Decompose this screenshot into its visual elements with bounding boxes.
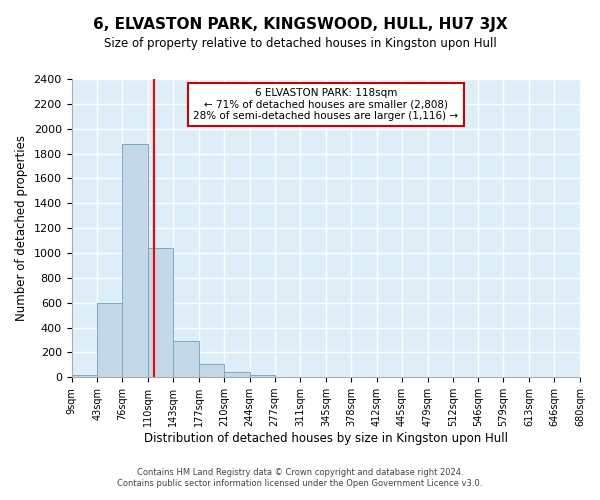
Y-axis label: Number of detached properties: Number of detached properties xyxy=(15,135,28,321)
Bar xyxy=(97,302,122,377)
X-axis label: Distribution of detached houses by size in Kingston upon Hull: Distribution of detached houses by size … xyxy=(144,432,508,445)
Bar xyxy=(199,364,224,377)
Bar xyxy=(148,248,173,377)
Bar xyxy=(122,144,148,377)
Bar xyxy=(71,374,97,377)
Text: 6, ELVASTON PARK, KINGSWOOD, HULL, HU7 3JX: 6, ELVASTON PARK, KINGSWOOD, HULL, HU7 3… xyxy=(92,18,508,32)
Bar xyxy=(224,372,250,377)
Text: Contains HM Land Registry data © Crown copyright and database right 2024.
Contai: Contains HM Land Registry data © Crown c… xyxy=(118,468,482,487)
Text: 6 ELVASTON PARK: 118sqm
← 71% of detached houses are smaller (2,808)
28% of semi: 6 ELVASTON PARK: 118sqm ← 71% of detache… xyxy=(193,88,458,121)
Bar xyxy=(250,376,275,377)
Text: Size of property relative to detached houses in Kingston upon Hull: Size of property relative to detached ho… xyxy=(104,38,496,51)
Bar xyxy=(275,376,301,377)
Bar xyxy=(173,341,199,377)
